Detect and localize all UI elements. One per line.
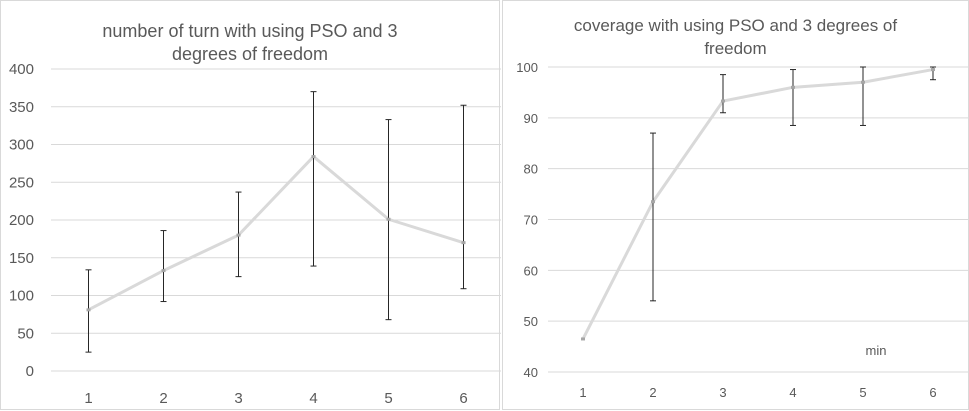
- turns-x-tick-label: 5: [384, 390, 392, 407]
- coverage-y-tick-label: 100: [516, 60, 538, 75]
- turns-y-tick-label: 0: [26, 363, 34, 380]
- turns-chart-panel: number of turn with using PSO and 3 degr…: [0, 0, 501, 410]
- turns-data-point: [236, 233, 241, 237]
- coverage-data-point: [721, 99, 725, 103]
- turns-y-tick-label: 350: [9, 99, 34, 116]
- coverage-data-point: [581, 337, 585, 341]
- coverage-data-point: [791, 85, 795, 89]
- coverage-series-line: [581, 68, 934, 340]
- turns-y-tick-label: 150: [9, 250, 34, 267]
- turns-chart-svg: 0 50 100 150 200 250 300 350 400 1 2 3 4 5 6: [9, 61, 501, 407]
- turns-x-tick-label: 1: [84, 390, 92, 407]
- coverage-y-tick-label: 90: [524, 111, 538, 126]
- coverage-data-point: [651, 200, 655, 204]
- coverage-data-point: [931, 68, 935, 72]
- turns-y-tick-label: 200: [9, 212, 34, 229]
- turns-data-point: [461, 241, 466, 245]
- coverage-x-tick-label: 6: [929, 385, 936, 400]
- coverage-x-tick-label: 2: [649, 385, 656, 400]
- coverage-x-tick-label: 4: [789, 385, 796, 400]
- coverage-data-point: [861, 80, 865, 84]
- turns-data-point: [311, 155, 316, 159]
- coverage-chart-panel: coverage with using PSO and 3 degrees of…: [502, 0, 969, 410]
- turns-x-tick-label: 6: [459, 390, 467, 407]
- coverage-x-tick-label: 1: [579, 385, 586, 400]
- turns-data-point: [86, 308, 91, 312]
- turns-data-point: [161, 269, 166, 273]
- turns-data-point: [386, 217, 391, 221]
- coverage-annotation-min: min: [866, 343, 887, 358]
- turns-y-tick-label: 400: [9, 61, 34, 78]
- coverage-x-tick-label: 5: [859, 385, 866, 400]
- coverage-y-tick-label: 40: [524, 365, 538, 380]
- turns-chart-title: number of turn with using PSO and 3 degr…: [102, 21, 398, 64]
- coverage-y-tick-label: 60: [524, 263, 538, 278]
- turns-y-tick-label: 300: [9, 137, 34, 154]
- coverage-y-tick-label: 70: [524, 213, 538, 228]
- coverage-chart-svg: 40 50 60 70 80 90 100 1 2 3 4 5 6 min: [516, 60, 968, 400]
- turns-y-tick-label: 250: [9, 174, 34, 191]
- coverage-y-tick-label: 80: [524, 162, 538, 177]
- coverage-y-tick-label: 50: [524, 314, 538, 329]
- turns-y-tick-label: 50: [17, 325, 34, 342]
- turns-x-tick-label: 3: [234, 390, 242, 407]
- turns-y-tick-label: 100: [9, 288, 34, 305]
- turns-series-line: [87, 155, 464, 312]
- coverage-x-tick-label: 3: [719, 385, 726, 400]
- coverage-chart-title: coverage with using PSO and 3 degrees of…: [573, 16, 898, 58]
- turns-x-tick-label: 4: [309, 390, 317, 407]
- turns-x-tick-label: 2: [159, 390, 167, 407]
